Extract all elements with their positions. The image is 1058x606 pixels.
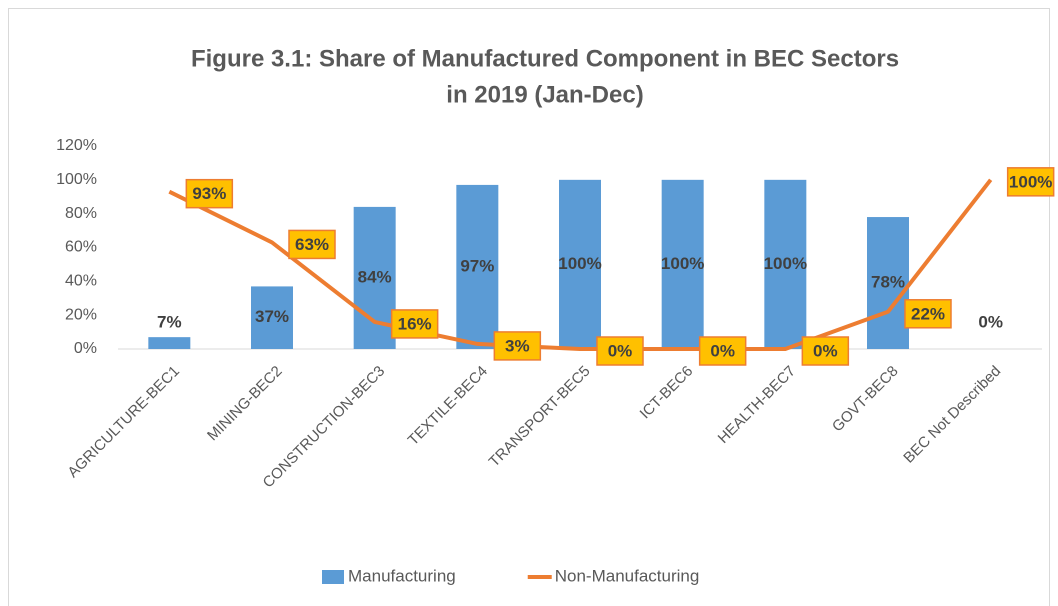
data-label-box (390, 309, 439, 339)
line-value-label: 0% (608, 341, 633, 360)
y-tick-label: 120% (56, 137, 97, 154)
bar (764, 179, 807, 349)
bar-value-label: 0% (978, 312, 1003, 331)
data-label-box (698, 336, 747, 366)
line-value-label: 16% (398, 314, 432, 333)
data-label-box (493, 331, 542, 361)
bar (456, 184, 499, 349)
bar (867, 217, 909, 349)
line-value-label: 22% (911, 304, 945, 323)
data-label-box (801, 336, 850, 366)
data-label-box (185, 178, 234, 209)
y-tick-label: 80% (65, 205, 97, 222)
data-label-box (1006, 167, 1055, 197)
data-label-box (596, 336, 644, 366)
bar (559, 179, 601, 349)
bar (148, 337, 191, 349)
y-tick-label: 0% (74, 340, 97, 357)
line-value-label: 100% (1009, 172, 1052, 191)
data-label-box (904, 299, 952, 329)
bar-value-label: 100% (558, 254, 601, 273)
y-tick-label: 60% (65, 239, 97, 256)
line-value-label: 93% (192, 184, 226, 203)
bar-value-label: 84% (358, 267, 392, 286)
y-tick-label: 20% (65, 306, 97, 323)
bar-value-label: 97% (460, 256, 494, 275)
line-value-label: 0% (710, 341, 735, 360)
bar-value-label: 7% (157, 312, 182, 331)
legend-label: Manufacturing (348, 566, 456, 585)
bar-value-label: 37% (255, 307, 289, 326)
line-value-label: 63% (295, 235, 329, 254)
legend-label: Non-Manufacturing (555, 566, 700, 585)
line-value-label: 3% (505, 336, 530, 355)
legend-swatch (322, 570, 344, 584)
bar (251, 286, 293, 349)
data-label-box (288, 229, 336, 260)
line-value-label: 0% (813, 341, 838, 360)
bar (661, 179, 704, 349)
bar-value-label: 100% (661, 254, 704, 273)
y-tick-label: 40% (65, 273, 97, 290)
chart-title: in 2019 (Jan-Dec) (446, 81, 643, 108)
y-tick-label: 100% (56, 171, 97, 188)
chart-title: Figure 3.1: Share of Manufactured Compon… (191, 45, 899, 72)
bar-value-label: 100% (764, 254, 807, 273)
bar-value-label: 78% (871, 273, 905, 292)
line (168, 178, 993, 351)
